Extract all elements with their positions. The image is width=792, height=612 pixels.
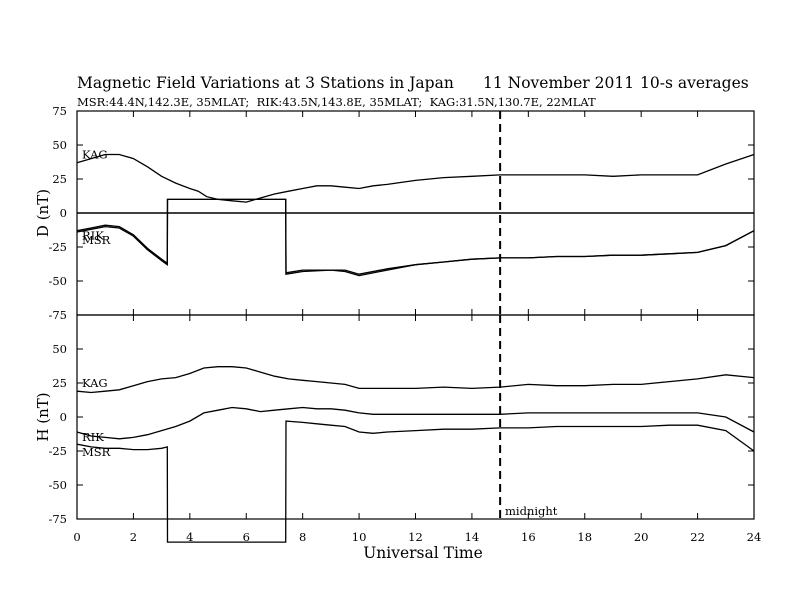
panel-d-y-tick-label: -50 — [48, 274, 67, 288]
panel-h-y-tick-label: 0 — [60, 410, 67, 424]
x-tick-label: 14 — [465, 530, 480, 544]
x-tick-label: 12 — [408, 530, 423, 544]
x-tick-label: 6 — [243, 530, 250, 544]
x-tick-label: 18 — [577, 530, 592, 544]
panel-d-series-label-msr: MSR — [82, 233, 111, 247]
panel-h-series-label-kag: KAG — [82, 376, 108, 390]
panel-d-line-msr — [76, 198, 755, 277]
panel-h-frame — [76, 314, 755, 520]
panel-d-y-tick-label: 75 — [52, 104, 67, 118]
panel-h-y-tick-label: 50 — [52, 342, 67, 356]
panel-h-y-axis-label: H (nT) — [34, 392, 52, 441]
x-tick-label: 2 — [130, 530, 137, 544]
x-axis-label: Universal Time — [363, 544, 483, 562]
panel-h-y-tick-label: -25 — [48, 444, 67, 458]
panel-d-y-tick-label: 25 — [52, 172, 67, 186]
x-tick-label: 16 — [521, 530, 536, 544]
panel-h-series-label-msr: MSR — [82, 445, 111, 459]
chart-subtitle: MSR:44.4N,142.3E, 35MLAT; RIK:43.5N,143.… — [77, 95, 596, 109]
panel-d-line-rik — [76, 198, 755, 275]
x-tick-label: 20 — [634, 530, 649, 544]
x-tick-label: 0 — [73, 530, 80, 544]
panel-h-y-tick-label: -75 — [48, 512, 67, 526]
panel-h-line-msr — [76, 420, 755, 543]
x-tick-label: 22 — [690, 530, 705, 544]
midnight-label: midnight — [505, 504, 558, 518]
panel-d-line-kag — [76, 153, 755, 203]
x-tick-label: 8 — [299, 530, 306, 544]
panel-d-y-axis-label: D (nT) — [34, 189, 52, 237]
panel-h-line-rik — [76, 406, 755, 440]
x-tick-label: 4 — [186, 530, 193, 544]
panel-d-series-label-kag: KAG — [82, 148, 108, 162]
panel-d-y-tick-label: -75 — [48, 308, 67, 322]
panel-d-y-tick-label: 50 — [52, 138, 67, 152]
panel-d-series-label-rik: RIK — [82, 229, 104, 243]
x-tick-label: 24 — [747, 530, 762, 544]
chart-averaging: 10-s averages — [640, 74, 749, 92]
panel-h-y-tick-label: -50 — [48, 478, 67, 492]
panel-h-series-label-rik: RIK — [82, 430, 104, 444]
panel-d-y-tick-label: 0 — [60, 206, 67, 220]
chart-title: Magnetic Field Variations at 3 Stations … — [77, 74, 454, 92]
x-tick-label: 10 — [352, 530, 367, 544]
chart-date: 11 November 2011 — [483, 74, 634, 92]
panel-d-y-tick-label: -25 — [48, 240, 67, 254]
panel-h-y-tick-label: 25 — [52, 376, 67, 390]
panel-h-line-kag — [76, 366, 755, 394]
